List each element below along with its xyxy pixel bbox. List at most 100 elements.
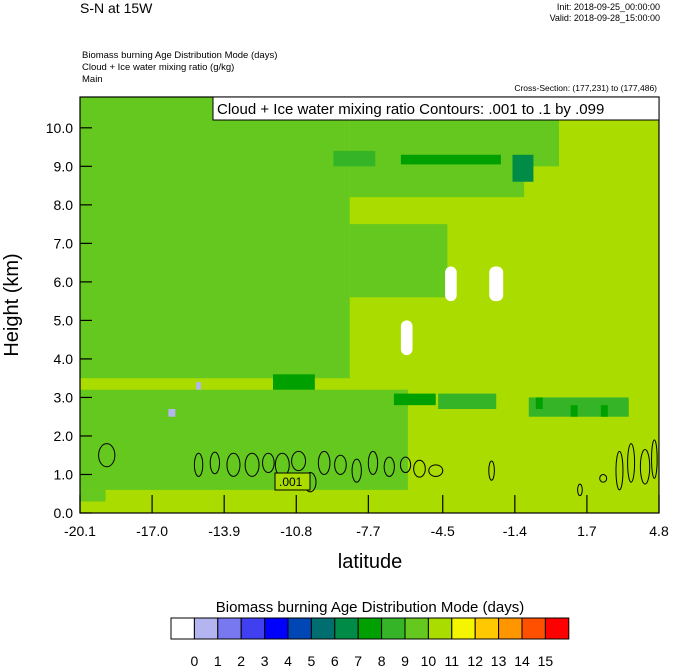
contour-line: [367, 450, 379, 475]
x-tick-label: -1.4: [503, 523, 527, 539]
y-axis: 0.0 1.0 2.0 3.0 4.0 5.0 6.0 7.0 8.0 9.0 10.0: [46, 120, 92, 521]
contour-line: [351, 458, 362, 483]
colorbar-swatch: [264, 617, 289, 640]
x-tick-label: -10.8: [280, 523, 312, 539]
contour-info-box: [212, 96, 660, 121]
heatmap-region: [600, 405, 608, 417]
colorbar-swatch: [357, 617, 383, 640]
field-label-main: Main: [82, 74, 103, 85]
heatmap-region: [196, 382, 201, 390]
y-tick-label: 3.0: [54, 389, 74, 405]
field-label-biomass: Biomass burning Age Distribution Mode (d…: [82, 50, 278, 61]
heatmap-region: [80, 389, 408, 490]
y-tick-label: 5.0: [54, 312, 74, 328]
contour-line: [615, 450, 624, 491]
heatmap-region: [349, 224, 448, 298]
heatmap-region: [393, 393, 436, 406]
heatmap-region: [438, 393, 497, 409]
colorbar-label: 3: [261, 653, 269, 668]
contour-line: [599, 473, 608, 483]
contour-value-box: [274, 472, 311, 491]
heatmap-region: [400, 154, 501, 165]
x-tick-label: -7.7: [356, 523, 380, 539]
x-tick-label: -4.5: [431, 523, 455, 539]
x-tick-label: -13.9: [208, 523, 240, 539]
y-tick-label: 7.0: [54, 235, 74, 251]
contour-line: [244, 452, 260, 477]
colorbar-swatch: [287, 617, 312, 640]
heatmap-region: [570, 405, 578, 417]
colorbar-label: 8: [378, 653, 386, 668]
x-tick-label: 4.8: [649, 523, 669, 539]
contour-line: [627, 443, 636, 483]
colorbar-swatch: [404, 617, 429, 640]
colorbar-label: 9: [401, 653, 409, 668]
contour-line: [226, 452, 241, 477]
colorbar: [170, 617, 570, 640]
contour-line: [413, 459, 426, 478]
contour-info-text: Cloud + Ice water mixing ratio Contours:…: [217, 101, 604, 118]
colorbar-swatch: [240, 617, 266, 640]
heatmap-region: [512, 154, 534, 182]
heatmap-region: [445, 266, 457, 302]
contour-line: [639, 448, 651, 485]
colorbar-swatch: [217, 617, 242, 640]
heatmap-region: [400, 320, 413, 356]
y-axis-label: Height (km): [1, 253, 23, 356]
contour-value-label: .001: [279, 475, 303, 489]
y-tick-label: 0.0: [54, 505, 74, 521]
colorbar-label: 4: [284, 653, 292, 668]
contour-line: [428, 464, 444, 477]
colorbar-swatch: [310, 617, 336, 640]
y-tick-label: 8.0: [54, 197, 74, 213]
colorbar-labels: 0 1 2 3 4 5 6 7 8 9 10 11 12 13 14 15: [191, 653, 554, 668]
colorbar-swatch: [521, 617, 546, 640]
colorbar-label: 12: [467, 653, 483, 668]
cross-section-label: Cross-Section: (177,231) to (177,486): [514, 83, 657, 93]
x-tick-label: -17.0: [136, 523, 168, 539]
heatmap-region: [273, 374, 315, 390]
contour-line: [488, 460, 495, 481]
colorbar-label: 15: [538, 653, 554, 668]
x-tick-label: 1.7: [577, 523, 597, 539]
colorbar-swatch: [474, 617, 500, 640]
colorbar-label: 6: [331, 653, 339, 668]
colorbar-label: 5: [308, 653, 316, 668]
contour-line: [383, 456, 395, 477]
colorbar-swatch: [334, 617, 359, 640]
colorbar-label: 14: [514, 653, 530, 668]
heatmap-region: [333, 150, 376, 167]
contour-line: [334, 454, 347, 475]
colorbar-swatch: [544, 617, 570, 640]
contour-line: [291, 450, 307, 472]
contour-line: [209, 451, 221, 475]
contour-line: [651, 439, 658, 479]
y-tick-label: 1.0: [54, 466, 74, 482]
colorbar-label: 2: [237, 653, 245, 668]
field-label-cloud: Cloud + Ice water mixing ratio (g/kg): [82, 62, 235, 73]
contour-line: [399, 456, 412, 474]
colorbar-label: 1: [214, 653, 222, 668]
y-tick-label: 6.0: [54, 274, 74, 290]
colorbar-label: 13: [491, 653, 507, 668]
colorbar-label: 10: [421, 653, 437, 668]
colorbar-swatch: [451, 617, 476, 640]
valid-time: Valid: 2018-09-28_15:00:00: [549, 13, 660, 23]
heatmap-region: [489, 266, 504, 302]
y-tick-label: 4.0: [54, 351, 74, 367]
colorbar-label: 7: [354, 653, 362, 668]
contour-line: [577, 483, 583, 497]
colorbar-swatch: [427, 617, 453, 640]
init-time: Init: 2018-09-25_00:00:00: [556, 2, 660, 12]
x-axis: -20.1 -17.0 -13.9 -10.8 -7.7 -4.5 -1.4 1.7 4.8: [64, 495, 669, 539]
contour-line: [262, 452, 275, 474]
heatmap-region: [528, 397, 629, 417]
colorbar-swatch: [498, 617, 523, 640]
colorbar-swatch: [170, 617, 195, 640]
plot-title: S-N at 15W: [80, 0, 153, 16]
x-tick-label: -20.1: [64, 523, 96, 539]
colorbar-title: Biomass burning Age Distribution Mode (d…: [216, 599, 524, 616]
contour-line: [98, 443, 116, 468]
heatmap-region: [80, 97, 350, 379]
